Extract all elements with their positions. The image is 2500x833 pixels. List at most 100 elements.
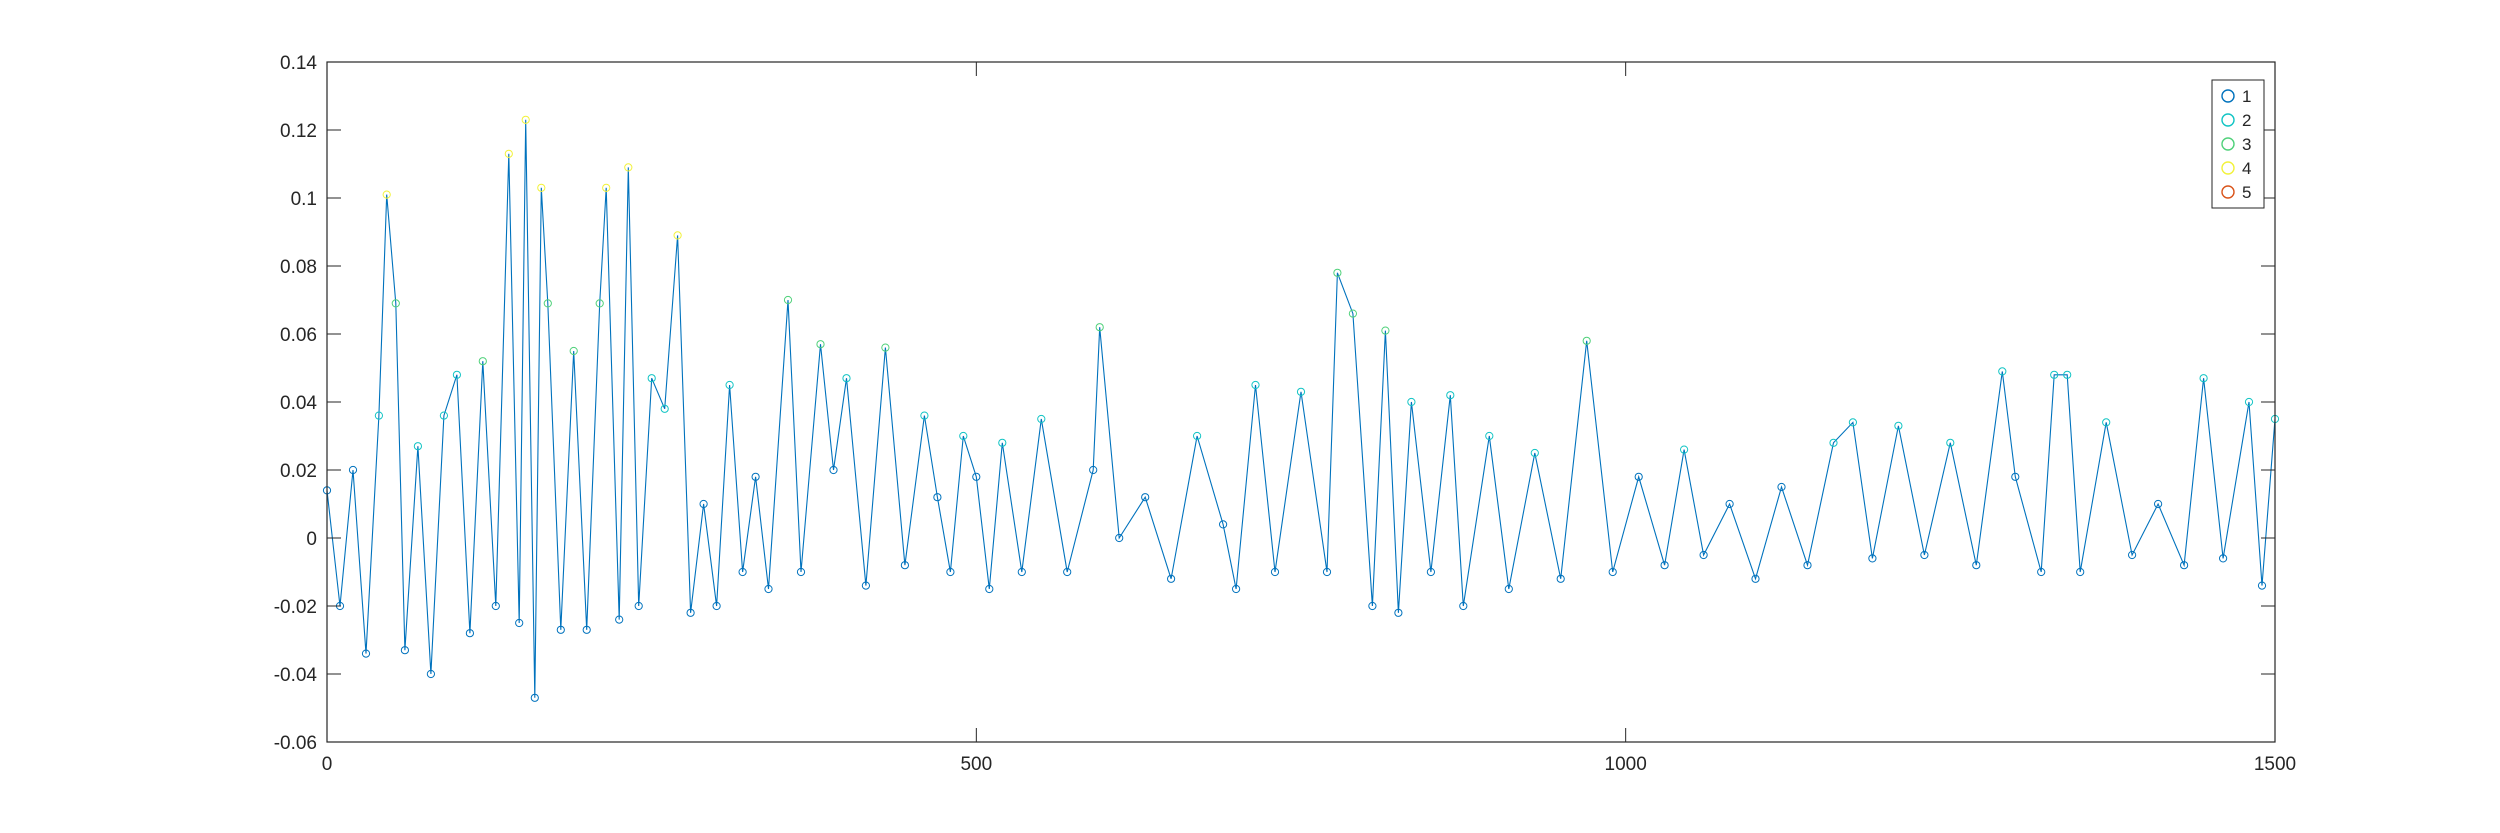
data-point <box>2199 374 2208 383</box>
data-point <box>1660 561 1669 570</box>
data-point <box>1777 482 1786 492</box>
data-point <box>933 493 942 502</box>
data-point <box>1333 268 1342 277</box>
series-layer <box>326 119 2276 698</box>
data-point <box>1063 567 1072 577</box>
legend-label-4: 4 <box>2242 159 2251 178</box>
data-point <box>491 601 500 611</box>
data-point <box>1095 323 1104 332</box>
data-point <box>2244 397 2254 407</box>
data-point <box>900 561 910 570</box>
data-point <box>920 411 929 420</box>
legend-label-1: 1 <box>2242 87 2251 106</box>
data-point <box>521 115 530 124</box>
data-point <box>1485 431 1494 441</box>
x-tick-label: 500 <box>960 754 992 775</box>
data-point <box>861 581 871 590</box>
y-tick-label: -0.04 <box>274 665 318 686</box>
data-point <box>1504 584 1513 594</box>
y-tick-label: -0.02 <box>274 597 317 618</box>
data-point <box>725 380 734 390</box>
data-point <box>2102 418 2111 427</box>
data-point <box>1167 574 1176 583</box>
data-point <box>1089 465 1098 475</box>
data-point <box>1848 418 1858 427</box>
data-point <box>816 340 825 349</box>
data-point <box>2037 567 2046 577</box>
data-point <box>972 472 981 481</box>
data-point <box>478 357 487 366</box>
x-tick-label: 1000 <box>1605 754 1647 775</box>
y-tick-label: -0.06 <box>274 733 317 754</box>
data-point <box>1251 380 1260 390</box>
y-tick-label: 0.12 <box>280 121 317 142</box>
data-point <box>1725 499 1734 509</box>
data-point <box>1232 584 1241 594</box>
legend-marker-2 <box>2221 113 2235 127</box>
tick-layer: 0 500 1000 1500 -0.06 -0.04 -0.02 0 0.02 0.04 0.06… <box>274 53 2296 775</box>
y-tick-label: 0.04 <box>280 393 317 414</box>
y-tick-label: 0.02 <box>280 461 317 482</box>
data-point <box>1368 601 1377 611</box>
data-point <box>1556 574 1565 583</box>
data-point <box>1868 554 1877 563</box>
data-point <box>1998 367 2007 376</box>
data-point <box>738 567 747 577</box>
data-point <box>1751 574 1760 583</box>
data-point <box>1322 567 1332 577</box>
data-point <box>1193 431 1202 441</box>
data-point <box>673 231 682 240</box>
data-point <box>391 299 400 308</box>
data-point <box>751 472 760 481</box>
data-point <box>1894 421 1903 430</box>
data-point <box>2063 370 2072 379</box>
data-point <box>1270 567 1280 577</box>
data-point <box>556 625 565 634</box>
data-point <box>530 693 539 702</box>
data-point <box>1348 309 1358 318</box>
data-point <box>764 584 773 594</box>
data-point <box>1946 438 1955 447</box>
data-point <box>465 629 474 638</box>
data-point <box>374 411 383 420</box>
data-point <box>783 295 793 305</box>
y-tick-label: 0 <box>306 529 317 550</box>
data-point <box>2076 567 2085 577</box>
data-point <box>1141 493 1150 502</box>
y-tick-label: 0.14 <box>280 53 317 74</box>
data-point <box>647 374 656 383</box>
data-point <box>426 669 435 679</box>
data-point <box>1582 336 1591 345</box>
data-point <box>2219 554 2228 563</box>
data-point <box>1446 391 1455 400</box>
data-point <box>569 346 578 356</box>
data-point <box>1530 448 1539 458</box>
data-point <box>602 183 611 192</box>
data-point <box>998 438 1007 447</box>
data-point <box>2180 561 2189 570</box>
data-point <box>2257 581 2267 590</box>
data-point <box>1608 567 1617 577</box>
data-point <box>1407 397 1416 407</box>
legend-label-5: 5 <box>2242 183 2251 202</box>
data-point <box>1381 326 1390 335</box>
data-point <box>985 584 994 594</box>
data-point <box>452 370 461 379</box>
data-point <box>1459 601 1468 611</box>
data-point <box>361 649 371 658</box>
data-point <box>2154 499 2163 509</box>
data-point <box>2050 370 2059 379</box>
data-point <box>829 465 838 475</box>
x-tick-label: 1500 <box>2254 754 2296 775</box>
data-point <box>1426 567 1436 577</box>
data-point <box>582 625 591 634</box>
marker-layer <box>322 115 2280 702</box>
data-point <box>842 374 851 383</box>
data-point <box>543 299 552 308</box>
data-point <box>348 465 358 475</box>
data-point <box>1829 438 1838 447</box>
data-point <box>946 567 955 577</box>
data-point <box>686 608 695 617</box>
data-point <box>2128 550 2137 560</box>
